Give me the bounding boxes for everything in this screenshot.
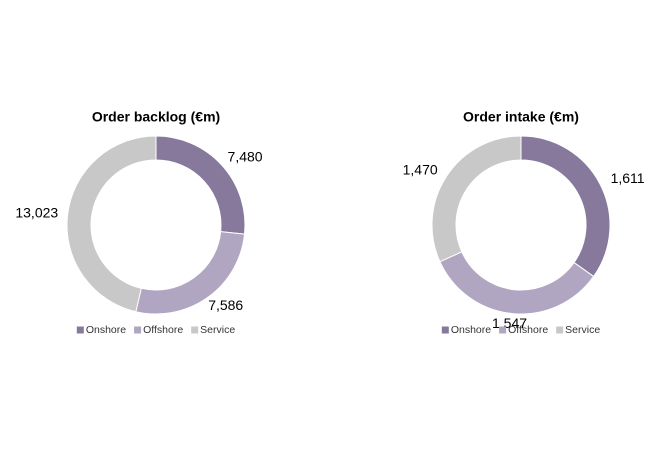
- value-label: 13,023: [15, 204, 58, 220]
- legend-label: Onshore: [86, 324, 126, 336]
- legend-swatch: [556, 326, 564, 334]
- donut-segment: [431, 135, 522, 263]
- donut-segment: [439, 251, 595, 315]
- donut-segment: [66, 135, 157, 313]
- legend-swatch: [134, 326, 142, 334]
- legend-label: Onshore: [451, 324, 491, 336]
- chart-title: Order backlog (€m): [92, 109, 220, 125]
- legend-swatch: [191, 326, 199, 334]
- legend-swatch: [441, 326, 449, 334]
- donut-segment: [520, 135, 611, 278]
- chart-title: Order intake (€m): [463, 109, 579, 125]
- legend-label: Offshore: [508, 324, 548, 336]
- legend-label: Service: [565, 324, 600, 336]
- legend-label: Offshore: [143, 324, 183, 336]
- legend-swatch: [499, 326, 507, 334]
- value-label: 1,470: [403, 161, 438, 177]
- legend-swatch: [76, 326, 84, 334]
- value-label: 7,586: [208, 297, 243, 313]
- value-label: 7,480: [228, 149, 263, 165]
- legend-label: Service: [200, 324, 235, 336]
- value-label: 1,611: [611, 170, 645, 186]
